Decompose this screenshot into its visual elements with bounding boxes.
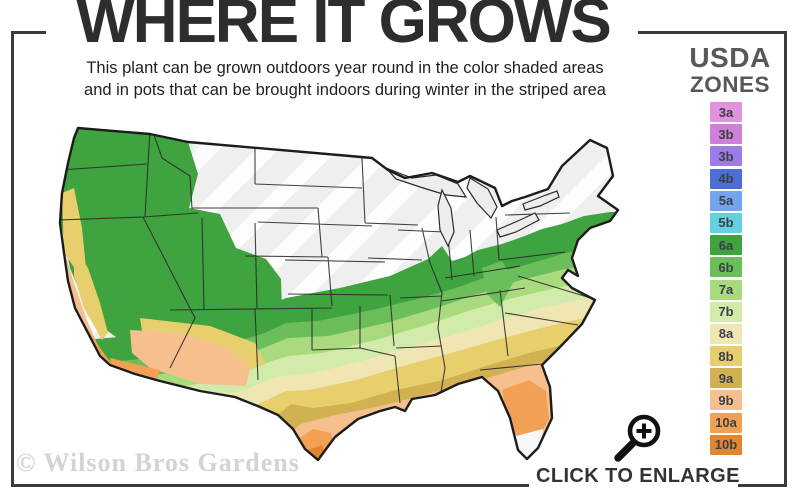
legend-zone-10b: 10b [710,434,742,455]
state-borders [60,129,595,404]
usda-zones-map[interactable] [50,118,650,473]
legend-zone-3a: 3a [710,102,742,122]
legend-zone-7b: 7b [710,301,742,322]
watermark: © Wilson Bros Gardens [16,448,300,477]
legend-zone-5a: 5a [710,190,742,211]
legend-title-zones: ZONES [689,72,770,97]
legend-zone-9a: 9a [710,368,742,389]
legend-zone-4b: 4b [710,168,742,189]
lake-erie [496,212,540,238]
magnifier-zoom-icon[interactable] [604,410,664,468]
legend-zone-9b: 9b [710,390,742,411]
frame-gap-top [46,27,638,37]
zone-or-coast-8b [62,188,86,270]
subtitle: This plant can be grown outdoors year ro… [30,58,660,102]
great-lakes [385,167,560,248]
legend-zones: 3a 3b 3b 4b 5a 5b 6a 6b 7a 7b 8a 8b 9a 9b 10a 10b [710,102,742,457]
lake-huron [466,177,498,220]
subtitle-line-2: and in pots that can be brought indoors … [84,80,606,99]
zone-az-9b [130,330,250,386]
legend-zone-3b: 3b [710,124,742,145]
zone-fl-10a [502,380,549,441]
zone-az-10a [110,358,160,381]
legend-title: USDA ZONES [680,44,780,97]
zone-west-6a [60,128,282,351]
legend-zone-8b: 8b [710,346,742,367]
legend-zone-3b: 3b [710,146,742,167]
legend-zone-6b: 6b [710,257,742,278]
zone-appalachia-6b [482,261,514,307]
legend-zone-5b: 5b [710,212,742,233]
lake-superior [385,167,468,198]
subtitle-line-1: This plant can be grown outdoors year ro… [86,59,604,77]
lake-ontario [522,190,560,211]
legend-zone-10a: 10a [710,412,742,433]
legend-title-usda: USDA [689,42,771,73]
legend-zone-8a: 8a [710,323,742,344]
page-title: WHERE IT GROWS [76,0,611,56]
us-outline [58,126,620,462]
legend-zone-7a: 7a [710,279,742,300]
zone-ca-valley-8b [74,248,108,340]
lake-michigan [437,188,455,248]
click-to-enlarge-label[interactable]: CLICK TO ENLARGE [536,465,740,487]
frame-gap-bottom [529,482,738,492]
legend-zone-6a: 6a [710,235,742,256]
